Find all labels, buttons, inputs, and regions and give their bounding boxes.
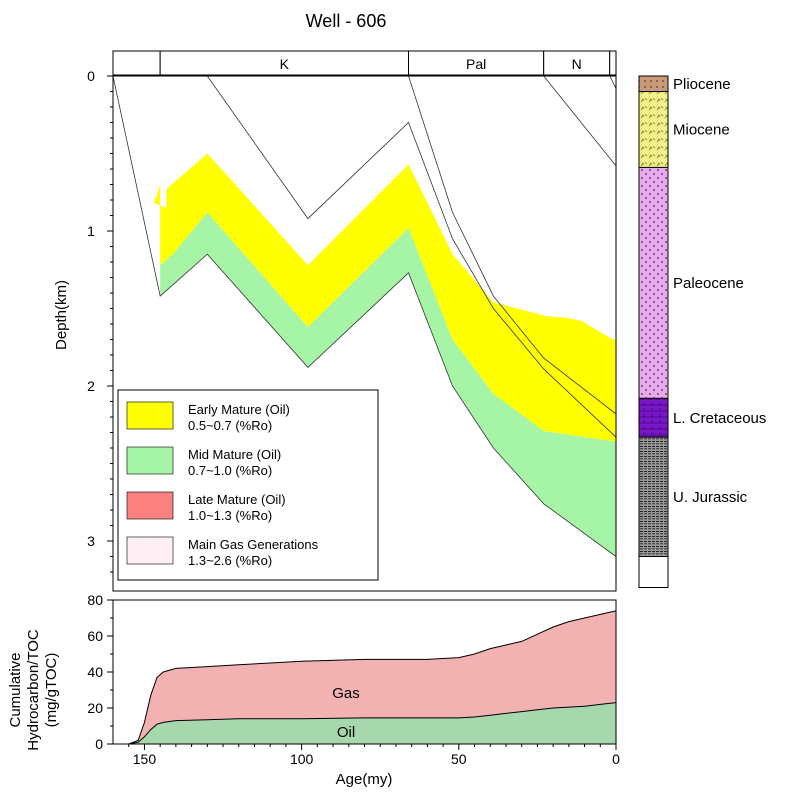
hc-tick-label: 60 [87, 628, 103, 644]
hydrocarbon-axis-label-line-3: (mg/gTOC) [43, 653, 60, 728]
hydrocarbon-axis-label-line-2: Hydrocarbon/TOC [25, 629, 42, 751]
period-cell [159, 50, 410, 76]
hc-tick-label: 20 [87, 700, 103, 716]
depth-axis-label: Depth(km) [53, 280, 70, 350]
depth-tick-label: 0 [87, 68, 95, 84]
strat-unit-label: U. Jurassic [673, 489, 748, 506]
period-cell [112, 50, 161, 76]
burial-line [609, 76, 616, 89]
burial-line [113, 76, 616, 557]
period-header: K Pal N [112, 50, 617, 76]
age-tick-label: 100 [290, 751, 314, 767]
hydrocarbon-plot: Gas Oil 0 20 40 60 80 150 100 50 0 Age(my) Cumula… [7, 592, 620, 788]
strat-unit [638, 91, 669, 168]
oil-area [128, 702, 616, 744]
strat-unit [638, 556, 669, 588]
legend-swatch [126, 491, 174, 520]
legend-range: 0.7~1.0 (%Ro) [188, 463, 272, 478]
age-tick-label: 0 [612, 751, 620, 767]
hc-tick-label: 40 [87, 664, 103, 680]
hydrocarbon-axes: 0 20 40 60 80 150 100 50 0 [87, 592, 620, 767]
period-cell [609, 50, 617, 76]
burial-line [408, 76, 616, 415]
legend-name: Late Mature (Oil) [188, 492, 286, 507]
depth-tick-label: 1 [87, 223, 95, 239]
hydrocarbon-axis-label-line-1: Cumulative [7, 652, 24, 727]
strat-unit-label: Pliocene [673, 76, 731, 93]
strat-unit [638, 166, 669, 399]
age-tick-label: 50 [451, 751, 467, 767]
stratigraphic-column: Pliocene Miocene Paleocene L. Cretaceous U. … [638, 75, 766, 588]
legend-range: 1.3~2.6 (%Ro) [188, 553, 272, 568]
gas-line [128, 610, 616, 744]
oil-line [128, 702, 616, 744]
burial-line [543, 76, 616, 167]
strat-unit-label: Miocene [673, 121, 730, 138]
hc-tick-label: 80 [87, 592, 103, 608]
depth-tick-label: 3 [87, 533, 95, 549]
legend-name: Mid Mature (Oil) [188, 447, 281, 462]
legend-swatch [126, 401, 174, 430]
legend-range: 1.0~1.3 (%Ro) [188, 508, 272, 523]
burial-line [206, 76, 616, 438]
burial-plot-frame [112, 75, 617, 592]
hydrocarbon-axis-label: Cumulative Hydrocarbon/TOC (mg/gTOC) [7, 629, 60, 751]
depth-tick-label: 2 [87, 378, 95, 394]
strat-unit [638, 75, 669, 92]
age-tick-label: 150 [133, 751, 157, 767]
gas-area [128, 610, 616, 744]
age-axis-label: Age(my) [336, 771, 393, 788]
depth-axis: 0 1 2 3 [87, 68, 113, 573]
hc-tick-label: 0 [95, 736, 103, 752]
period-label: Pal [466, 56, 486, 72]
legend-name: Main Gas Generations [188, 537, 319, 552]
oil-series-label: Oil [337, 724, 355, 741]
legend-name: Early Mature (Oil) [188, 402, 290, 417]
legend-range: 0.5~0.7 (%Ro) [188, 418, 272, 433]
gas-series-label: Gas [332, 685, 360, 702]
legend-swatch [126, 536, 174, 565]
period-label: K [280, 56, 290, 72]
strat-unit [638, 436, 669, 557]
legend-swatch [126, 446, 174, 475]
strat-unit [638, 397, 669, 438]
strat-unit-label: Paleocene [673, 275, 744, 292]
period-cell [543, 50, 611, 76]
strat-unit-label: L. Cretaceous [673, 410, 766, 427]
period-label: N [572, 56, 582, 72]
maturity-legend: Early Mature (Oil)0.5~0.7 (%Ro) Mid Matur… [117, 389, 379, 581]
early-mature-zone [153, 153, 616, 442]
burial-plot: 0 1 2 3 Depth(km) [53, 68, 617, 592]
mid-mature-zone [160, 212, 616, 557]
chart-title: Well - 606 [306, 11, 387, 31]
period-cell [408, 50, 545, 76]
